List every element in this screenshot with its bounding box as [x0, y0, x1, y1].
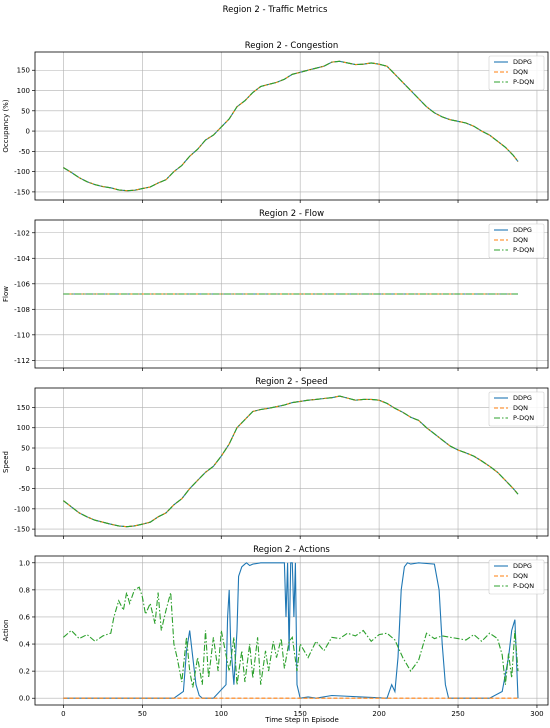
y-tick-label: 150 — [17, 67, 30, 75]
plot-area — [35, 388, 548, 536]
panel-title: Region 2 - Congestion — [245, 41, 339, 51]
legend: DDPG DQN P-DQN — [488, 55, 545, 91]
x-tick-label: 200 — [372, 710, 385, 718]
legend: DDPG DQN P-DQN — [488, 223, 545, 259]
legend: DDPG DQN P-DQN — [488, 391, 545, 427]
y-axis-label: Flow — [2, 286, 10, 302]
series-line-p-dqn — [63, 586, 519, 688]
y-tick-label: 100 — [17, 424, 30, 432]
legend-label-p-dqn: P-DQN — [513, 78, 534, 86]
y-tick-label: -150 — [14, 188, 30, 196]
figure-title: Region 2 - Traffic Metrics — [223, 5, 328, 15]
legend: DDPG DQN P-DQN — [488, 559, 545, 595]
y-tick-label: 0.0 — [19, 695, 30, 703]
series-line-p-dqn — [63, 395, 519, 528]
y-tick-label: -108 — [14, 306, 30, 314]
axes-frame — [34, 219, 549, 369]
x-tick-label: 50 — [138, 710, 147, 718]
y-tick-label: 150 — [17, 404, 30, 412]
y-tick-label: 0.8 — [19, 586, 30, 594]
y-axis-label: Speed — [2, 451, 10, 473]
y-tick-label: 0.4 — [19, 641, 31, 649]
y-tick-label: -100 — [14, 505, 30, 513]
chart-panels: -150 -100 -50 0 50 100 150 Region 2 - Congestio… — [2, 41, 549, 718]
legend-label-p-dqn: P-DQN — [513, 246, 534, 254]
y-tick-label: 50 — [21, 445, 30, 453]
axes-frame — [34, 555, 549, 706]
y-tick-label: -50 — [19, 485, 30, 493]
axes-frame — [34, 51, 549, 201]
y-tick-label: 1.0 — [19, 559, 30, 567]
y-tick-label: -106 — [14, 280, 30, 288]
legend-label-dqn: DQN — [513, 236, 528, 244]
panel-title: Region 2 - Actions — [253, 545, 330, 555]
panel-actions: 0 50 100 150 200 250 300 0.0 0.2 0.4 0.6 0.8 1.0 Regi… — [2, 545, 549, 718]
legend-label-ddpg: DDPG — [513, 58, 532, 66]
series-line-p-dqn — [63, 60, 519, 192]
y-tick-label: -150 — [14, 526, 30, 534]
x-tick-label: 0 — [61, 710, 65, 718]
panel-title: Region 2 - Flow — [259, 209, 324, 219]
legend-label-ddpg: DDPG — [513, 562, 532, 570]
panel-speed: -150 -100 -50 0 50 100 150 Region 2 - Speed Spee… — [2, 377, 549, 539]
y-tick-label: 0.2 — [19, 668, 30, 676]
panel-title: Region 2 - Speed — [255, 377, 327, 387]
legend-label-p-dqn: P-DQN — [513, 582, 534, 590]
x-tick-label: 150 — [293, 710, 306, 718]
legend-label-dqn: DQN — [513, 404, 528, 412]
panel-flow: -112 -110 -108 -106 -104 -102 Region 2 - Flow F… — [2, 209, 549, 371]
panel-congestion: -150 -100 -50 0 50 100 150 Region 2 - Congestio… — [2, 41, 549, 203]
y-tick-label: 100 — [17, 87, 30, 95]
series-line-ddpg — [63, 562, 519, 699]
plot-area — [35, 556, 548, 705]
legend-label-dqn: DQN — [513, 572, 528, 580]
y-tick-label: 0.6 — [19, 613, 31, 621]
legend-label-dqn: DQN — [513, 68, 528, 76]
y-tick-label: -110 — [14, 331, 30, 339]
y-tick-label: -112 — [14, 357, 30, 365]
legend-label-p-dqn: P-DQN — [513, 414, 534, 422]
x-tick-label: 100 — [215, 710, 228, 718]
y-tick-label: 50 — [21, 107, 30, 115]
y-tick-label: 0 — [26, 128, 30, 136]
x-tick-label: 300 — [530, 710, 543, 718]
legend-label-ddpg: DDPG — [513, 394, 532, 402]
y-axis-label: Action — [2, 620, 10, 642]
x-axis-label: Time Step in Episode — [264, 716, 339, 724]
y-tick-label: -100 — [14, 168, 30, 176]
y-tick-label: -104 — [14, 255, 30, 263]
y-tick-label: -50 — [19, 148, 30, 156]
y-axis-label: Occupancy (%) — [2, 99, 10, 152]
axes-frame — [34, 387, 549, 537]
x-tick-label: 250 — [451, 710, 464, 718]
legend-label-ddpg: DDPG — [513, 226, 532, 234]
y-tick-label: -102 — [14, 229, 30, 237]
y-tick-label: 0 — [26, 465, 30, 473]
plot-area — [35, 52, 548, 200]
